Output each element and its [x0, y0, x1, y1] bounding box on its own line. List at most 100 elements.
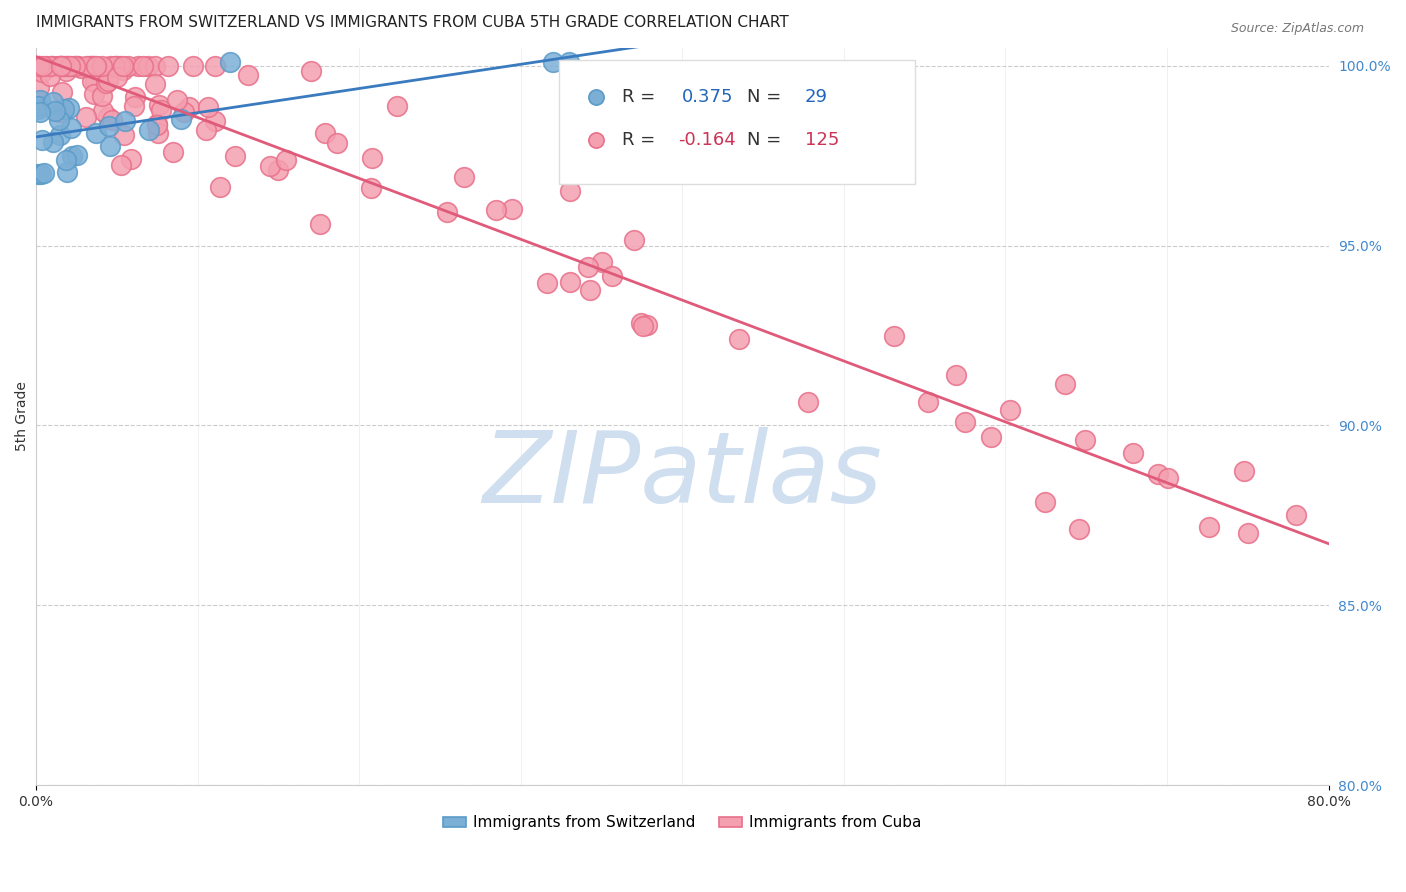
Point [1053, 376, 1076, 391]
Point [266, 162, 288, 177]
Point [1067, 522, 1090, 536]
Point [31, 133, 53, 147]
Text: N =: N = [747, 88, 782, 106]
Point [173, 105, 195, 120]
Point [60, 148, 83, 162]
Point [183, 59, 205, 73]
Point [149, 103, 172, 118]
Point [42, 59, 65, 73]
Point [82, 59, 104, 73]
Point [90, 59, 112, 73]
Text: R =: R = [621, 131, 655, 149]
Point [67, 59, 90, 73]
Point [122, 99, 145, 113]
Point [98, 59, 121, 73]
Point [623, 233, 645, 247]
Point [309, 217, 332, 231]
Point [111, 59, 134, 73]
Point [917, 394, 939, 409]
Point [46, 59, 69, 73]
Point [558, 275, 581, 289]
Point [83, 59, 105, 73]
Point [51, 59, 73, 73]
Point [97, 111, 120, 125]
Point [453, 169, 475, 184]
Point [236, 68, 259, 82]
Point [30, 167, 52, 181]
Point [485, 203, 508, 218]
Point [63, 59, 86, 73]
Point [536, 276, 558, 290]
Point [48, 104, 70, 119]
Point [146, 126, 169, 140]
Point [91, 104, 114, 119]
Point [28, 59, 51, 73]
Point [75, 111, 97, 125]
Point [27, 102, 49, 116]
Point [276, 153, 298, 167]
Point [55, 63, 77, 78]
Point [44, 103, 66, 118]
Point [34, 166, 56, 180]
Point [636, 318, 658, 332]
Point [148, 98, 170, 112]
Point [724, 300, 747, 314]
Point [104, 59, 127, 73]
Point [1147, 467, 1170, 481]
Point [633, 318, 655, 333]
Text: 29: 29 [806, 88, 828, 106]
Point [86, 126, 108, 140]
Point [63, 59, 86, 73]
Point [27, 167, 49, 181]
Point [39, 69, 62, 83]
Point [77, 59, 100, 73]
Point [724, 508, 747, 523]
Point [48, 113, 70, 128]
Point [143, 78, 166, 92]
Point [86, 59, 108, 73]
Point [501, 202, 523, 216]
Text: R =: R = [621, 88, 655, 106]
Point [138, 123, 160, 137]
Point [1233, 464, 1256, 478]
Point [204, 59, 226, 73]
Point [124, 89, 146, 103]
Text: N =: N = [747, 131, 782, 149]
Point [49, 128, 72, 142]
Point [83, 87, 105, 101]
Point [204, 114, 226, 128]
Point [980, 430, 1002, 444]
Point [55, 153, 77, 167]
Point [727, 333, 749, 347]
Point [38, 59, 60, 73]
Point [49, 59, 72, 73]
Point [579, 283, 602, 297]
Point [360, 180, 382, 194]
Point [111, 62, 134, 77]
Point [59, 121, 82, 136]
Point [1122, 446, 1144, 460]
Point [998, 402, 1021, 417]
Point [436, 205, 458, 219]
Point [259, 159, 281, 173]
Point [65, 148, 87, 162]
Point [883, 329, 905, 343]
Point [955, 415, 977, 429]
Point [1033, 495, 1056, 509]
Point [945, 368, 967, 382]
Point [117, 59, 139, 73]
Point [630, 316, 652, 330]
Point [1285, 508, 1308, 523]
Point [143, 59, 166, 73]
Point [1237, 526, 1260, 541]
Point [120, 153, 142, 167]
Point [209, 180, 232, 194]
Point [103, 59, 125, 73]
Point [1073, 433, 1095, 447]
Point [170, 112, 193, 126]
Text: Source: ZipAtlas.com: Source: ZipAtlas.com [1230, 22, 1364, 36]
Point [96, 76, 118, 90]
Point [591, 254, 613, 268]
Point [65, 59, 87, 73]
Point [797, 395, 820, 409]
